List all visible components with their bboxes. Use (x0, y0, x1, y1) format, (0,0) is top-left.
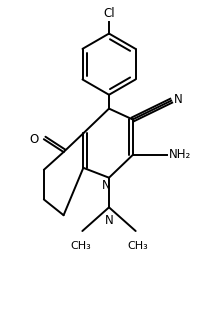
Text: CH₃: CH₃ (127, 241, 148, 251)
Text: NH₂: NH₂ (169, 148, 191, 162)
Text: N: N (102, 179, 110, 192)
Text: N: N (174, 93, 183, 106)
Text: O: O (30, 133, 39, 146)
Text: N: N (105, 214, 113, 227)
Text: CH₃: CH₃ (70, 241, 91, 251)
Text: Cl: Cl (103, 7, 115, 20)
